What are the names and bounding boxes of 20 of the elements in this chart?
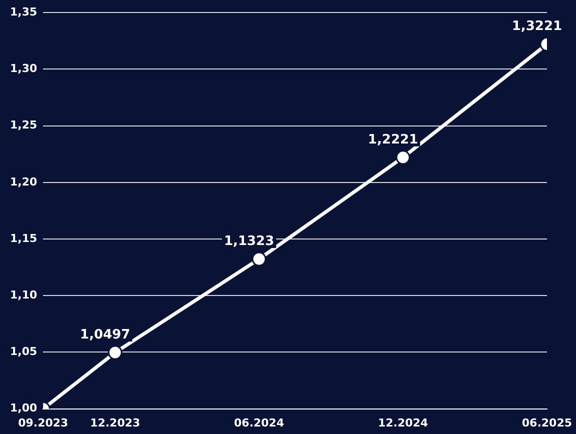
y-tick-label: 1,05 [10,345,38,358]
point [252,252,266,266]
y-tick-label: 1,20 [10,175,38,188]
y-tick-label: 1,25 [10,118,38,132]
x-tick-label: 06.2025 [522,416,572,430]
x-tick-label: 09.2023 [18,416,68,430]
y-tick-label: 1,00 [10,402,38,415]
y-tick-label: 1,30 [10,62,38,76]
y-tick-label: 1,10 [10,288,38,302]
x-tick-label: 12.2023 [90,416,140,430]
y-tick-label: 1,35 [10,5,38,18]
data-label: 1,0497 [80,327,130,342]
point [108,345,122,360]
x-tick-label: 12.2024 [378,416,428,430]
data-label: 1,2221 [368,132,418,148]
y-tick-label: 1,15 [10,232,38,245]
x-tick-label: 06.2024 [234,416,284,430]
data-label: 1,1323 [224,234,274,249]
point [396,150,410,165]
data-label: 1,3221 [512,19,562,34]
